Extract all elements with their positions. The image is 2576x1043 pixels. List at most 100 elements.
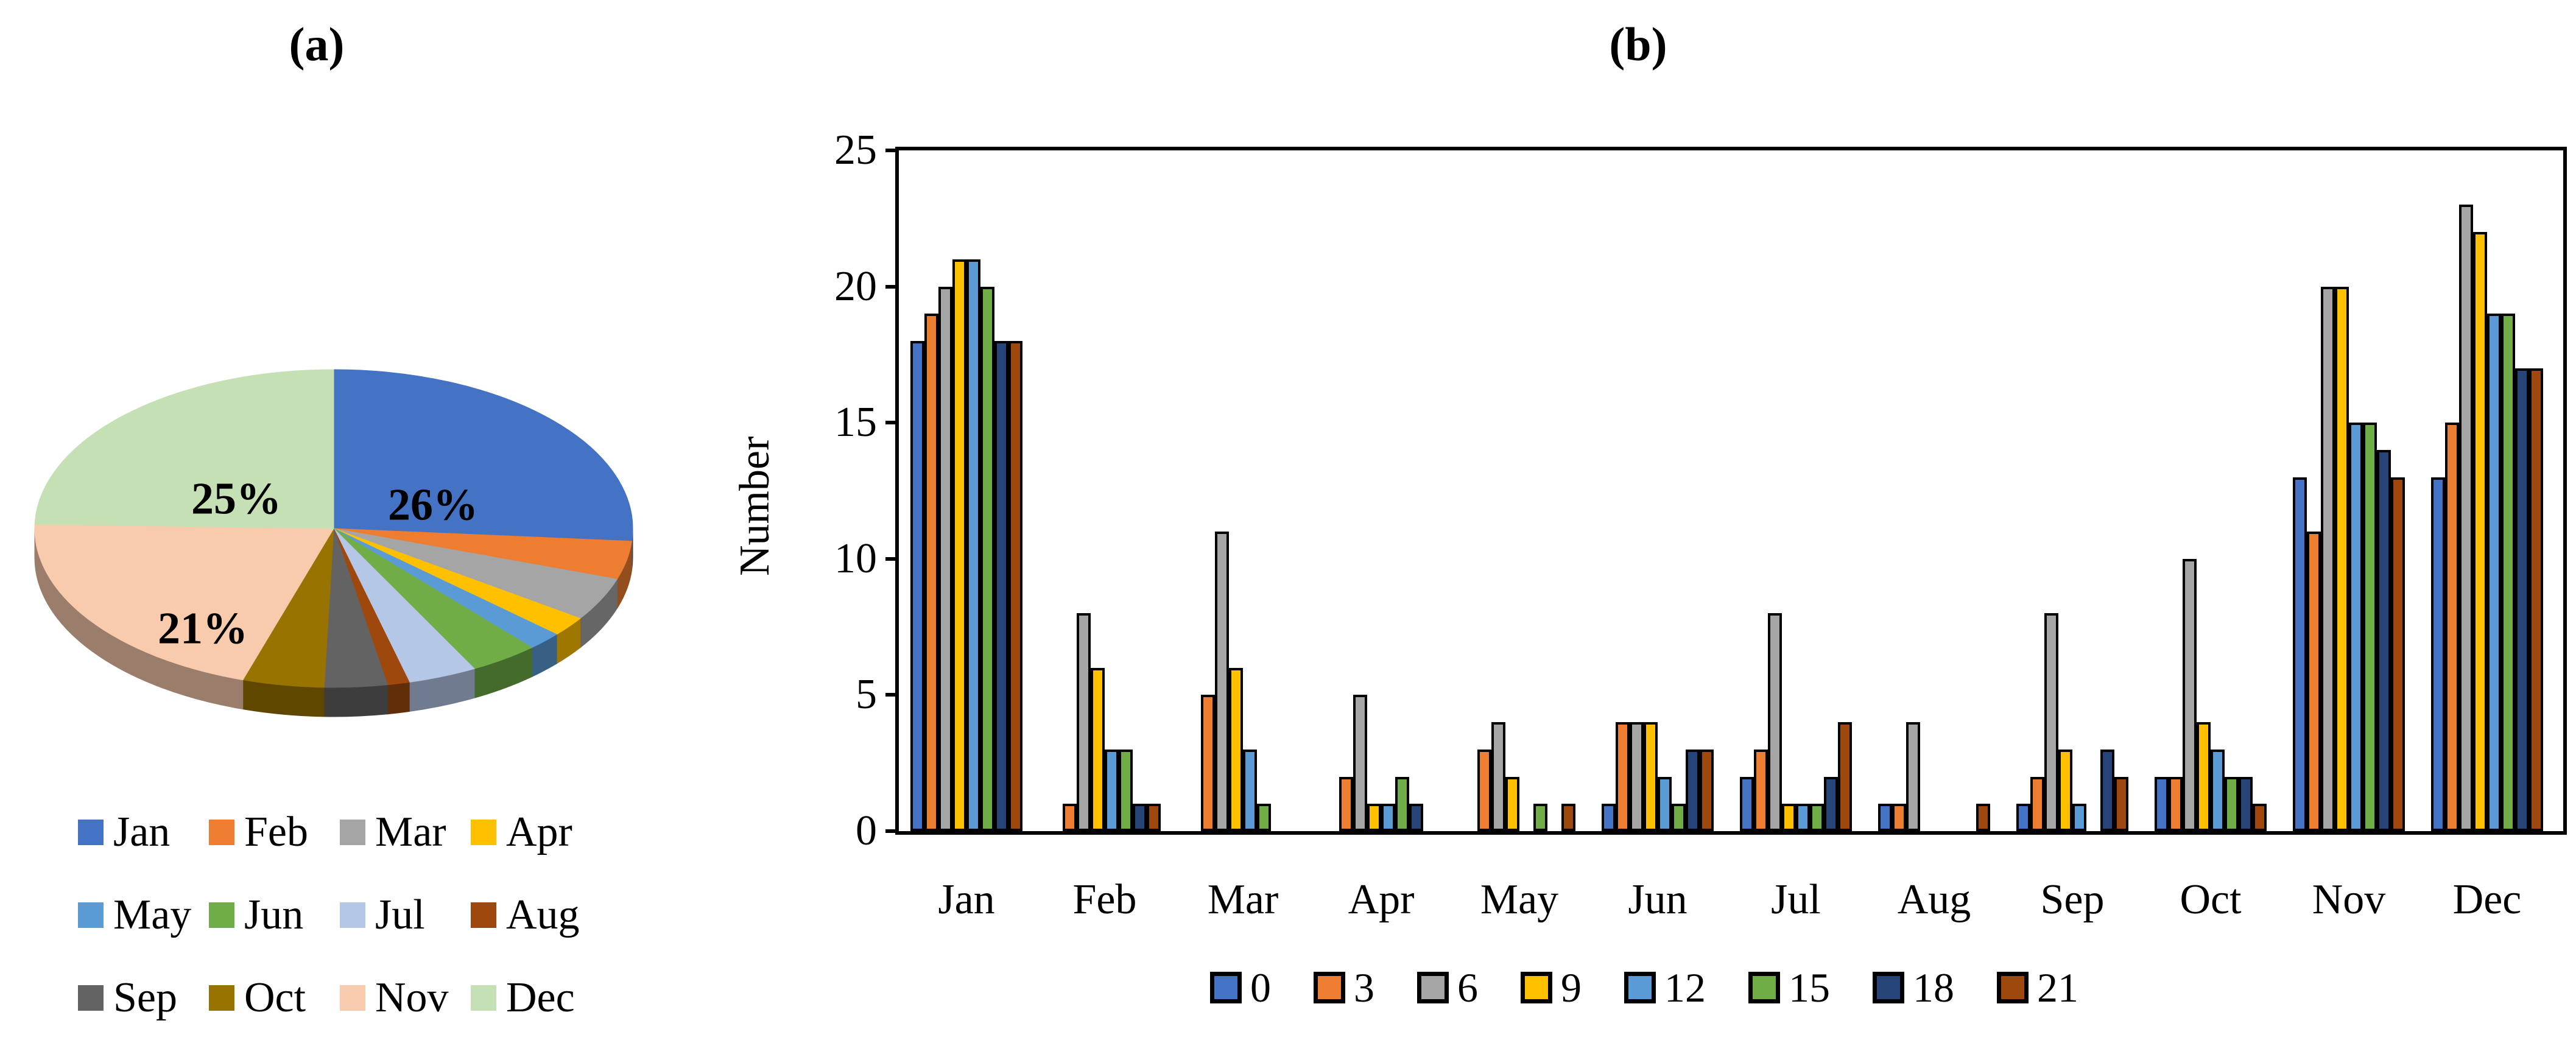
pie-slice-nov	[34, 524, 334, 681]
bar-legend-swatch-21	[1997, 972, 2029, 1003]
pie-legend-label: Feb	[244, 809, 308, 855]
pie-legend-swatch-jun	[209, 902, 234, 928]
x-tick-label-jul: Jul	[1771, 876, 1821, 923]
x-tick-label-oct: Oct	[2180, 876, 2242, 923]
bar-oct-h21	[2253, 804, 2267, 831]
pie-legend-label: Nov	[375, 974, 449, 1021]
bar-nov-h18	[2377, 450, 2391, 831]
x-tick-label-sep: Sep	[2040, 876, 2105, 923]
pie-legend-item-may: May	[78, 894, 191, 936]
bar-may-h6	[1491, 722, 1505, 831]
bar-jan-h6	[938, 287, 952, 831]
bar-dec-h3	[2445, 423, 2459, 831]
pie-legend-swatch-dec	[471, 985, 496, 1011]
bar-nov-h9	[2335, 287, 2349, 831]
bar-may-h15	[1533, 804, 1547, 831]
bar-may-h21	[1561, 804, 1575, 831]
y-tick-label-0: 0	[856, 807, 877, 854]
bar-legend-label: 21	[2037, 964, 2078, 1011]
pie-legend-item-jan: Jan	[78, 811, 170, 854]
bar-oct-h9	[2197, 722, 2211, 831]
bar-jan-h3	[924, 314, 938, 831]
pie-legend-swatch-apr	[471, 820, 496, 845]
y-tick-label-10: 10	[834, 535, 877, 582]
bar-apr-h9	[1367, 804, 1381, 831]
pie-legend-label: Jun	[244, 891, 304, 938]
bar-chart-plot-area	[895, 147, 2567, 835]
pie-legend-swatch-feb	[209, 820, 234, 845]
bar-apr-h12	[1381, 804, 1395, 831]
bar-sep-h21	[2114, 777, 2128, 831]
bar-jun-h18	[1686, 750, 1700, 831]
bar-sep-h0	[2016, 804, 2030, 831]
bar-jun-h21	[1700, 750, 1714, 831]
bar-legend-swatch-0	[1210, 972, 1242, 1003]
y-tick-mark	[885, 149, 895, 152]
pie-legend-label: May	[113, 891, 192, 938]
bar-legend-label: 0	[1250, 964, 1271, 1011]
x-tick-label-nov: Nov	[2312, 876, 2386, 923]
bar-oct-h15	[2225, 777, 2239, 831]
bar-apr-h18	[1409, 804, 1423, 831]
pie-percent-label-jan: 26%	[388, 480, 478, 530]
panel-a-title: (a)	[289, 18, 345, 71]
pie-legend-swatch-oct	[209, 985, 234, 1011]
pie-legend-item-jun: Jun	[209, 894, 303, 936]
bar-jul-h12	[1796, 804, 1810, 831]
bar-feb-h12	[1105, 750, 1119, 831]
bar-feb-h6	[1077, 613, 1091, 831]
bar-legend-label: 6	[1457, 964, 1478, 1011]
pie-slice-jan	[333, 369, 633, 542]
bar-apr-h3	[1339, 777, 1353, 831]
bar-nov-h3	[2307, 532, 2321, 831]
bar-jan-h9	[952, 259, 966, 831]
x-tick-label-jun: Jun	[1628, 876, 1687, 923]
bar-jul-h9	[1782, 804, 1796, 831]
bar-legend-label: 18	[1913, 964, 1954, 1011]
bar-legend-label: 12	[1664, 964, 1706, 1011]
bar-jul-h3	[1754, 750, 1768, 831]
bar-feb-h15	[1119, 750, 1133, 831]
bar-legend-swatch-12	[1624, 972, 1656, 1003]
pie-legend-label: Mar	[375, 809, 446, 855]
y-tick-label-15: 15	[834, 399, 877, 446]
bar-oct-h12	[2211, 750, 2225, 831]
x-tick-label-aug: Aug	[1897, 876, 1971, 923]
pie-slice-side-sep	[323, 684, 388, 717]
bar-dec-h12	[2487, 314, 2501, 831]
bar-jan-h21	[1008, 341, 1022, 831]
bar-feb-h18	[1133, 804, 1147, 831]
bar-legend-swatch-18	[1873, 972, 1904, 1003]
pie-legend-label: Aug	[506, 891, 580, 938]
bar-legend-item-6: 6	[1417, 967, 1478, 1008]
bar-oct-h3	[2169, 777, 2183, 831]
pie-legend-label: Jan	[113, 809, 171, 855]
pie-legend-item-sep: Sep	[78, 977, 177, 1019]
pie-slice-dec	[34, 369, 334, 529]
pie-legend-item-feb: Feb	[209, 811, 308, 854]
bar-jun-h12	[1658, 777, 1672, 831]
bar-legend-item-18: 18	[1873, 967, 1954, 1008]
x-tick-label-mar: Mar	[1207, 876, 1279, 923]
bar-feb-h3	[1063, 804, 1077, 831]
pie-legend-swatch-may	[78, 902, 104, 928]
bar-apr-h6	[1353, 695, 1367, 831]
bar-chart-bars	[899, 150, 2563, 831]
pie-legend-item-mar: Mar	[340, 811, 446, 854]
x-tick-label-feb: Feb	[1072, 876, 1137, 923]
pie-legend-item-dec: Dec	[471, 977, 575, 1019]
pie-legend-swatch-jul	[340, 902, 365, 928]
bar-mar-h3	[1201, 695, 1215, 831]
pie-slice-side-aug	[387, 681, 410, 715]
pie-percent-label-nov: 21%	[158, 603, 248, 654]
y-tick-mark	[885, 421, 895, 425]
x-tick-label-dec: Dec	[2452, 876, 2522, 923]
pie-legend-swatch-nov	[340, 985, 365, 1011]
pie-legend-label: Oct	[244, 974, 306, 1021]
pie-chart	[34, 369, 633, 717]
bar-legend: 0 3 6 9 12 15 18 21	[974, 967, 2314, 1008]
bar-mar-h15	[1257, 804, 1271, 831]
bar-aug-h3	[1892, 804, 1906, 831]
bar-sep-h3	[2030, 777, 2044, 831]
